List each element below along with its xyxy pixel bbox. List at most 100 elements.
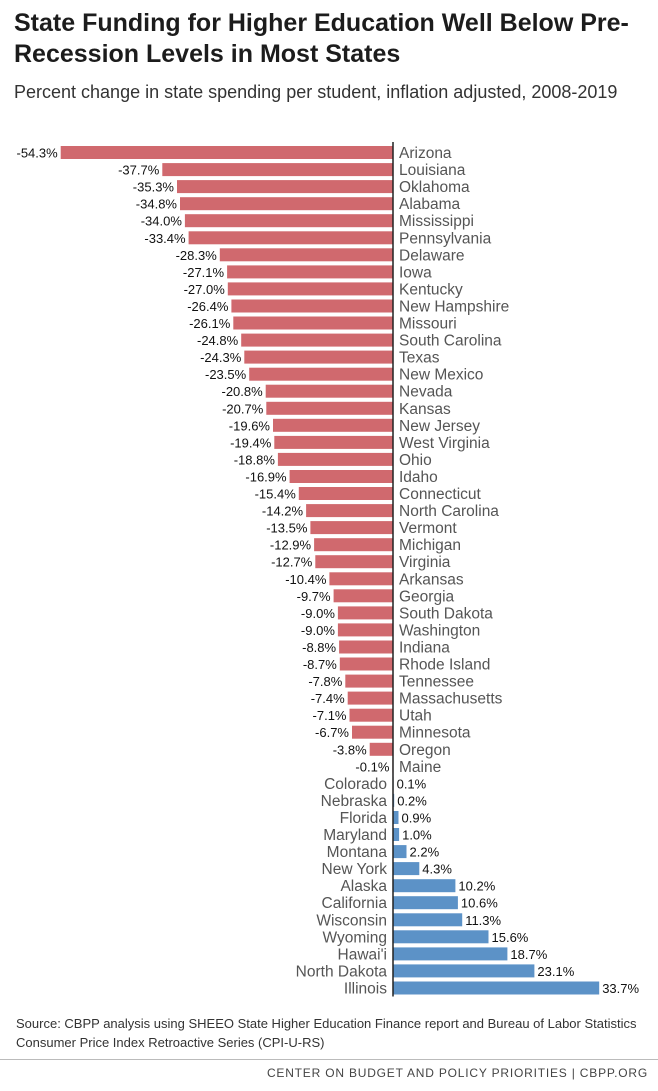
bar-oregon xyxy=(369,742,393,756)
category-label: Rhode Island xyxy=(399,657,490,674)
value-label: 15.6% xyxy=(492,930,529,945)
category-label: Michigan xyxy=(399,537,461,554)
value-label: -33.4% xyxy=(144,231,186,246)
category-label: Oklahoma xyxy=(399,179,470,196)
bar-idaho xyxy=(289,470,393,483)
category-label: Utah xyxy=(399,708,432,725)
category-label: Wisconsin xyxy=(316,912,387,929)
value-label: -24.8% xyxy=(197,333,239,348)
category-label: Louisiana xyxy=(399,162,466,179)
bar-chart: -54.3% Arizona -37.7% Louisiana -35.3% Oklaho… xyxy=(16,142,640,998)
bar-south-carolina xyxy=(241,333,393,347)
bar-south-dakota xyxy=(337,606,393,620)
category-label: Arkansas xyxy=(399,571,464,588)
bar-new-york xyxy=(393,862,420,876)
category-label: Colorado xyxy=(324,776,387,793)
value-label: -19.6% xyxy=(229,418,271,433)
category-label: Nebraska xyxy=(321,793,388,810)
value-label: -7.4% xyxy=(311,691,345,706)
category-label: Virginia xyxy=(399,554,451,571)
category-label: Ohio xyxy=(399,452,432,469)
bar-georgia xyxy=(333,589,393,603)
category-label: New York xyxy=(322,861,388,878)
value-label: 1.0% xyxy=(402,828,432,843)
category-label: New Hampshire xyxy=(399,299,509,316)
bar-rhode-island xyxy=(339,657,393,671)
category-label: North Carolina xyxy=(399,503,499,520)
category-label: Arizona xyxy=(399,145,452,162)
category-label: Massachusetts xyxy=(399,691,503,708)
bar-kansas xyxy=(266,401,393,415)
value-label: -13.5% xyxy=(266,521,308,536)
value-label: -9.7% xyxy=(297,589,331,604)
bar-texas xyxy=(244,350,393,364)
category-label: Maryland xyxy=(323,827,387,844)
value-label: 18.7% xyxy=(510,947,547,962)
value-label: 0.9% xyxy=(402,811,432,826)
bar-alaska xyxy=(393,879,456,893)
value-label: -16.9% xyxy=(245,470,287,485)
value-label: -37.7% xyxy=(118,163,160,178)
value-label: -8.7% xyxy=(303,657,337,672)
bar-minnesota xyxy=(352,725,393,739)
bar-michigan xyxy=(314,538,393,552)
category-label: Nevada xyxy=(399,384,453,401)
value-label: -8.8% xyxy=(302,640,336,655)
bar-connecticut xyxy=(298,487,393,500)
bar-mississippi xyxy=(184,214,393,228)
bar-tennessee xyxy=(345,674,393,688)
category-label: Montana xyxy=(327,844,388,861)
category-label: Wyoming xyxy=(323,929,387,946)
value-label: -20.7% xyxy=(222,401,264,416)
value-label: -27.1% xyxy=(183,265,225,280)
bar-maryland xyxy=(393,828,400,841)
category-label: Texas xyxy=(399,350,440,367)
category-label: Delaware xyxy=(399,247,464,264)
value-label: 0.2% xyxy=(397,793,427,808)
category-label: Pennsylvania xyxy=(399,230,492,247)
value-label: -54.3% xyxy=(16,146,58,161)
value-label: 10.6% xyxy=(461,896,498,911)
footer-divider xyxy=(0,1059,658,1060)
value-label: -27.0% xyxy=(184,282,226,297)
category-label: North Dakota xyxy=(296,963,388,980)
category-label: Minnesota xyxy=(399,725,471,742)
value-label: 33.7% xyxy=(602,981,639,996)
value-label: -7.1% xyxy=(313,708,347,723)
bar-new-hampshire xyxy=(231,299,393,313)
chart-subtitle: Percent change in state spending per stu… xyxy=(14,82,618,102)
value-label: 11.3% xyxy=(465,913,501,928)
bar-vermont xyxy=(310,521,393,535)
bar-oklahoma xyxy=(177,180,393,194)
bar-arizona xyxy=(60,146,393,159)
category-label: Vermont xyxy=(399,520,457,537)
bar-pennsylvania xyxy=(188,231,393,245)
bar-west-virginia xyxy=(274,435,393,449)
source-note: Source: CBPP analysis using SHEEO State … xyxy=(16,1016,637,1050)
value-label: -7.8% xyxy=(308,674,342,689)
bar-new-mexico xyxy=(249,367,393,381)
category-label: Iowa xyxy=(399,264,432,281)
value-label: -3.8% xyxy=(333,742,367,757)
category-label: Connecticut xyxy=(399,486,482,503)
bar-wyoming xyxy=(393,930,489,944)
value-label: -15.4% xyxy=(255,487,297,502)
value-label: -9.0% xyxy=(301,623,335,638)
bar-delaware xyxy=(219,248,393,262)
category-label: Missouri xyxy=(399,316,457,333)
category-label: Kansas xyxy=(399,401,451,418)
footer-credit: CENTER ON BUDGET AND POLICY PRIORITIES |… xyxy=(266,1066,648,1080)
bar-florida xyxy=(393,811,399,824)
category-label: Georgia xyxy=(399,588,455,605)
bar-montana xyxy=(393,845,407,859)
bar-louisiana xyxy=(162,163,393,177)
value-label: -14.2% xyxy=(262,504,304,519)
chart-title: State Funding for Higher Education Well … xyxy=(14,9,629,68)
value-label: 4.3% xyxy=(422,862,452,877)
value-label: -26.1% xyxy=(189,316,231,331)
value-label: -0.1% xyxy=(355,759,389,774)
category-label: Indiana xyxy=(399,640,450,657)
category-label: Illinois xyxy=(344,981,387,998)
bar-virginia xyxy=(315,555,393,569)
value-label: 2.2% xyxy=(410,845,440,860)
